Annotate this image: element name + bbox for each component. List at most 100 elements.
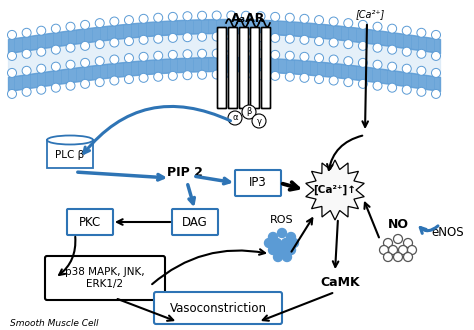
Circle shape xyxy=(212,70,221,79)
Circle shape xyxy=(168,12,177,21)
Circle shape xyxy=(242,105,256,119)
Circle shape xyxy=(8,30,17,39)
Circle shape xyxy=(154,72,163,81)
Text: β: β xyxy=(246,108,252,116)
Circle shape xyxy=(431,68,440,78)
Circle shape xyxy=(183,71,192,80)
Circle shape xyxy=(51,62,60,71)
Circle shape xyxy=(399,246,408,254)
Circle shape xyxy=(51,83,60,92)
Circle shape xyxy=(154,34,163,43)
Circle shape xyxy=(403,239,412,248)
Circle shape xyxy=(22,87,31,96)
Circle shape xyxy=(198,11,207,20)
Circle shape xyxy=(388,24,397,33)
Circle shape xyxy=(380,246,389,254)
Circle shape xyxy=(125,16,134,25)
Text: A₃AR: A₃AR xyxy=(231,12,265,24)
Circle shape xyxy=(329,76,338,85)
FancyBboxPatch shape xyxy=(218,27,227,109)
Circle shape xyxy=(198,32,207,41)
Circle shape xyxy=(81,41,90,50)
Circle shape xyxy=(81,20,90,29)
Circle shape xyxy=(241,70,250,79)
Circle shape xyxy=(431,30,440,39)
Circle shape xyxy=(264,239,273,248)
Circle shape xyxy=(110,55,119,64)
Circle shape xyxy=(417,87,426,96)
Circle shape xyxy=(212,11,221,20)
Circle shape xyxy=(241,11,250,20)
Circle shape xyxy=(283,252,292,261)
Circle shape xyxy=(227,70,236,79)
Circle shape xyxy=(300,14,309,23)
Circle shape xyxy=(285,13,294,22)
Circle shape xyxy=(271,50,280,59)
Circle shape xyxy=(168,50,177,59)
Circle shape xyxy=(431,89,440,98)
Circle shape xyxy=(315,16,324,25)
Text: PKC: PKC xyxy=(79,215,101,228)
Circle shape xyxy=(66,22,75,31)
Circle shape xyxy=(315,37,324,46)
Circle shape xyxy=(373,43,382,52)
Circle shape xyxy=(268,233,277,242)
Circle shape xyxy=(329,17,338,26)
Circle shape xyxy=(227,32,236,41)
Circle shape xyxy=(95,40,104,49)
Circle shape xyxy=(95,57,104,66)
Circle shape xyxy=(125,75,134,83)
Circle shape xyxy=(408,246,417,254)
Ellipse shape xyxy=(47,136,93,145)
Circle shape xyxy=(402,85,411,94)
Circle shape xyxy=(282,239,291,248)
Circle shape xyxy=(227,11,236,20)
Circle shape xyxy=(389,246,398,254)
FancyBboxPatch shape xyxy=(250,27,259,109)
Circle shape xyxy=(51,45,60,54)
Circle shape xyxy=(8,51,17,60)
Circle shape xyxy=(403,252,412,261)
Circle shape xyxy=(256,71,265,80)
Circle shape xyxy=(183,12,192,21)
Circle shape xyxy=(358,58,367,67)
FancyBboxPatch shape xyxy=(154,292,282,324)
Circle shape xyxy=(81,58,90,67)
FancyBboxPatch shape xyxy=(67,209,113,235)
Circle shape xyxy=(81,79,90,88)
Circle shape xyxy=(198,70,207,79)
Circle shape xyxy=(315,75,324,83)
Circle shape xyxy=(388,62,397,71)
Circle shape xyxy=(285,72,294,81)
Circle shape xyxy=(183,33,192,42)
Circle shape xyxy=(95,78,104,87)
Circle shape xyxy=(300,35,309,44)
Circle shape xyxy=(22,66,31,75)
Circle shape xyxy=(125,53,134,63)
Circle shape xyxy=(241,49,250,58)
Circle shape xyxy=(110,38,119,47)
FancyBboxPatch shape xyxy=(172,209,218,235)
Circle shape xyxy=(402,47,411,56)
Circle shape xyxy=(402,64,411,73)
Circle shape xyxy=(286,233,295,242)
Circle shape xyxy=(431,51,440,60)
Circle shape xyxy=(212,32,221,41)
Polygon shape xyxy=(306,160,364,220)
Circle shape xyxy=(22,28,31,37)
Circle shape xyxy=(51,24,60,33)
Circle shape xyxy=(256,12,265,21)
Circle shape xyxy=(256,33,265,42)
Circle shape xyxy=(290,239,299,248)
Circle shape xyxy=(344,57,353,66)
Circle shape xyxy=(393,252,402,261)
Circle shape xyxy=(168,33,177,42)
Circle shape xyxy=(228,111,242,125)
Circle shape xyxy=(37,64,46,73)
Circle shape xyxy=(241,32,250,41)
Text: PLC β: PLC β xyxy=(55,150,85,160)
Circle shape xyxy=(154,51,163,60)
Circle shape xyxy=(417,66,426,75)
Circle shape xyxy=(256,50,265,59)
FancyBboxPatch shape xyxy=(262,27,271,109)
